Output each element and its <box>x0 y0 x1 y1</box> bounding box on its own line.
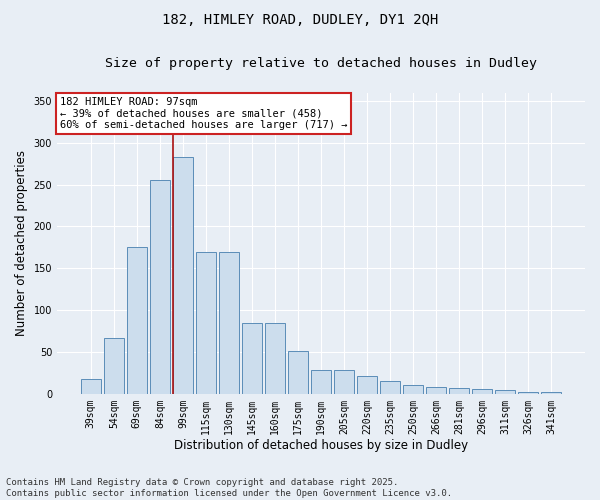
Bar <box>403 386 423 394</box>
Y-axis label: Number of detached properties: Number of detached properties <box>15 150 28 336</box>
Bar <box>219 252 239 394</box>
X-axis label: Distribution of detached houses by size in Dudley: Distribution of detached houses by size … <box>174 440 468 452</box>
Bar <box>357 376 377 394</box>
Text: 182, HIMLEY ROAD, DUDLEY, DY1 2QH: 182, HIMLEY ROAD, DUDLEY, DY1 2QH <box>162 12 438 26</box>
Bar <box>104 338 124 394</box>
Bar <box>196 252 216 394</box>
Bar <box>427 387 446 394</box>
Title: Size of property relative to detached houses in Dudley: Size of property relative to detached ho… <box>105 58 537 70</box>
Bar <box>173 157 193 394</box>
Text: Contains HM Land Registry data © Crown copyright and database right 2025.
Contai: Contains HM Land Registry data © Crown c… <box>6 478 452 498</box>
Bar <box>449 388 469 394</box>
Bar <box>472 389 492 394</box>
Bar <box>380 382 400 394</box>
Text: 182 HIMLEY ROAD: 97sqm
← 39% of detached houses are smaller (458)
60% of semi-de: 182 HIMLEY ROAD: 97sqm ← 39% of detached… <box>59 97 347 130</box>
Bar <box>496 390 515 394</box>
Bar <box>242 322 262 394</box>
Bar <box>311 370 331 394</box>
Bar <box>334 370 354 394</box>
Bar <box>541 392 561 394</box>
Bar <box>265 322 285 394</box>
Bar <box>518 392 538 394</box>
Bar <box>127 248 146 394</box>
Bar <box>81 379 101 394</box>
Bar <box>288 351 308 394</box>
Bar <box>150 180 170 394</box>
